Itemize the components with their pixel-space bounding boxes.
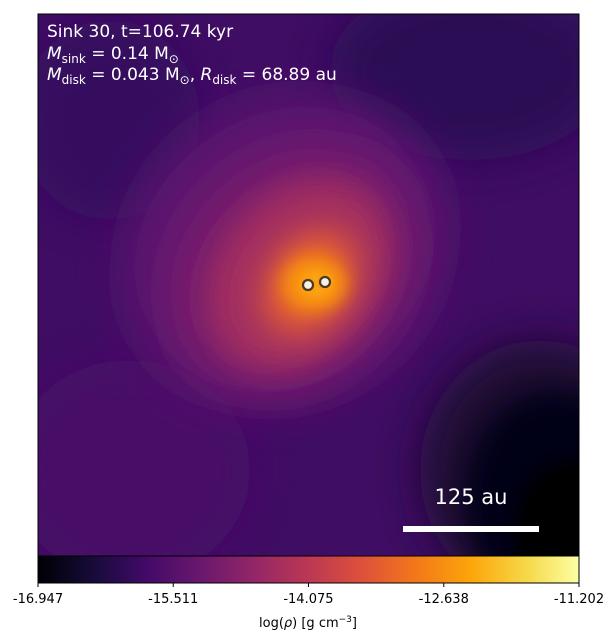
colorbar-label-exponent: −3 [339,615,352,625]
disk-mass-symbol: M [47,65,62,85]
colorbar-tick-label: -16.947 [13,592,63,607]
sink-mass-label: Msink = 0.14 M⊙ [47,44,179,66]
sink-particles [299,273,334,294]
colorbar-label: log(ρ) [g cm−3] [259,615,357,631]
disk-mass-unit-subscript: ⊙ [180,73,190,87]
sink-mass-subscript: sink [62,52,86,66]
sink-mass-value: = 0.14 M [86,44,169,64]
scale-bar-label: 125 au [435,485,508,509]
colorbar: -16.947 -15.511 -14.075 -12.638 -11.202 log(… [13,555,604,631]
colorbar-tick-label: -11.202 [554,592,604,607]
sink-particle [301,278,315,292]
colorbar-label-symbol: ρ [284,616,293,631]
colorbar-ticks: -16.947 -15.511 -14.075 -12.638 -11.202 [13,583,604,607]
sink-mass-symbol: M [47,44,62,64]
colorbar-label-prefix: log( [259,616,284,631]
colorbar-gradient [37,555,580,584]
disk-radius-symbol: R [201,65,213,85]
disk-radius-value: = 68.89 au [236,65,336,85]
disk-mass-value: = 0.043 M [86,65,180,85]
sink-particle [318,275,332,289]
colorbar-tick-label: -14.075 [283,592,333,607]
disk-properties-label: Mdisk = 0.043 M⊙, Rdisk = 68.89 au [47,65,337,87]
colorbar-label-mid: ) [g cm [292,616,338,631]
colorbar-tick-label: -15.511 [148,592,198,607]
colorbar-tick-label: -12.638 [419,592,469,607]
sink-mass-unit-subscript: ⊙ [169,52,179,66]
disk-radius-subscript: disk [212,73,236,87]
disk-separator: , [190,65,201,85]
disk-mass-subscript: disk [62,73,86,87]
colorbar-label-suffix: ] [352,616,357,631]
panel-title: Sink 30, t=106.74 kyr [47,22,233,42]
scale-bar [403,526,539,532]
density-map [38,14,579,556]
